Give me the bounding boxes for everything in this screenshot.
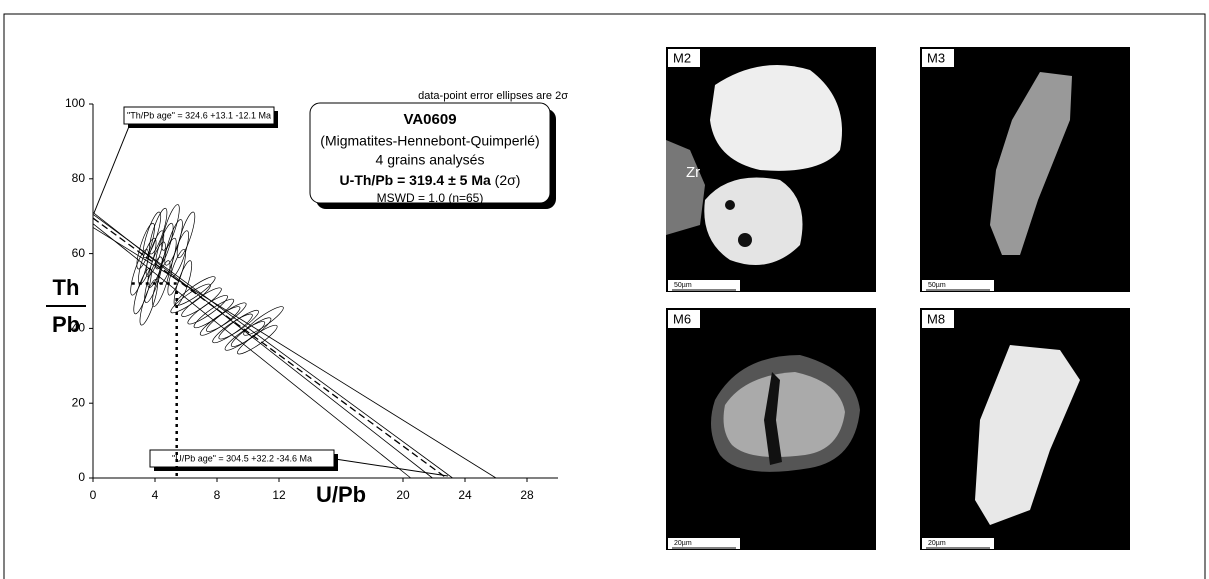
scale-bg: [668, 538, 740, 549]
label-bg: [922, 49, 954, 67]
label-bg: [668, 49, 700, 67]
error-ellipse: [161, 204, 180, 251]
x-tick-label: 8: [214, 488, 221, 502]
x-tick-label: 4: [152, 488, 159, 502]
image-label: M8: [927, 311, 945, 326]
inclusion: [725, 200, 735, 210]
error-ellipse: [206, 302, 247, 332]
y-tick-label: 100: [65, 96, 85, 110]
error-ellipse: [139, 278, 158, 326]
age-result: U-Th/Pb = 319.4 ± 5 Ma (2σ): [340, 172, 521, 188]
scale-label: 20µm: [674, 540, 692, 547]
u-pb-age-box: [149, 449, 335, 468]
error-ellipse: [187, 294, 228, 325]
error-ellipse: [145, 230, 165, 277]
scale-bg: [668, 280, 740, 291]
x-tick-label: 24: [458, 488, 472, 502]
error-ellipse: [152, 260, 171, 307]
error-ellipse: [136, 222, 155, 270]
error-ellipse: [148, 207, 168, 255]
x-tick-label: 20: [396, 488, 410, 502]
sigma: (2σ): [495, 172, 521, 188]
image-label: M3: [927, 50, 945, 65]
sample-name: VA0609: [403, 111, 456, 128]
regression-line: [92, 223, 411, 479]
th-pb-age-box: [123, 106, 275, 125]
scale-label: 50µm: [674, 282, 692, 289]
y-label-numerator: Th: [53, 275, 80, 300]
error-ellipse: [155, 222, 174, 270]
error-ellipse: [176, 211, 196, 259]
y-tick-label: 40: [72, 321, 86, 335]
u-pb-age: "U/Pb age" = 304.5 +32.2 -34.6 Ma: [172, 453, 312, 463]
zircon-grain: [666, 140, 705, 235]
mswd: MSWD = 1.0 (n=65): [377, 191, 484, 205]
crack: [764, 372, 782, 465]
image-m6: [666, 308, 876, 550]
error-ellipse: [243, 306, 284, 336]
x-tick-label: 28: [520, 488, 534, 502]
scale-bg: [922, 538, 994, 549]
y-tick-label: 80: [72, 171, 86, 185]
regression-line: [92, 212, 433, 479]
image-m3: [920, 47, 1130, 292]
scale-label: 20µm: [928, 540, 946, 547]
label-bg: [668, 310, 700, 328]
image-label: M2: [673, 50, 691, 65]
scale-label: 50µm: [928, 282, 946, 289]
x-tick-label: 0: [90, 488, 97, 502]
y-tick-label: 60: [72, 246, 86, 260]
image-label: M6: [673, 311, 691, 326]
grain: [704, 177, 803, 265]
error-ellipse: [144, 256, 163, 304]
label-bg: [922, 310, 954, 328]
regression-line: [92, 214, 453, 479]
grain-core: [723, 372, 845, 458]
info-box: [309, 102, 551, 204]
y-label-denominator: Pb: [52, 312, 80, 337]
y-tick-label: 0: [78, 470, 85, 484]
x-label: U/Pb: [316, 482, 366, 507]
image-m2: [666, 47, 876, 292]
error-ellipse: [193, 298, 235, 329]
regression-line: [92, 227, 497, 479]
leader-line: [93, 123, 131, 214]
x-tick-label: 12: [272, 488, 286, 502]
age-value: U-Th/Pb = 319.4 ± 5 Ma: [340, 172, 491, 188]
frame: [3, 13, 1206, 579]
grain: [990, 72, 1072, 255]
th-pb-age: "Th/Pb age" = 324.6 +13.1 -12.1 Ma: [127, 110, 271, 120]
leader-line: [334, 458, 449, 477]
mineral-label: Zr: [686, 164, 700, 181]
ellipse-note: data-point error ellipses are 2σ: [418, 90, 568, 102]
grains: 4 grains analysés: [376, 152, 485, 168]
locality: (Migmatites-Hennebont-Quimperlé): [320, 133, 539, 149]
image-m8: [920, 308, 1130, 550]
scale-bg: [922, 280, 994, 291]
grain: [975, 345, 1080, 525]
y-tick-label: 20: [72, 395, 86, 409]
inclusion: [738, 233, 752, 247]
regression-line: [92, 217, 447, 479]
grain: [710, 65, 842, 171]
